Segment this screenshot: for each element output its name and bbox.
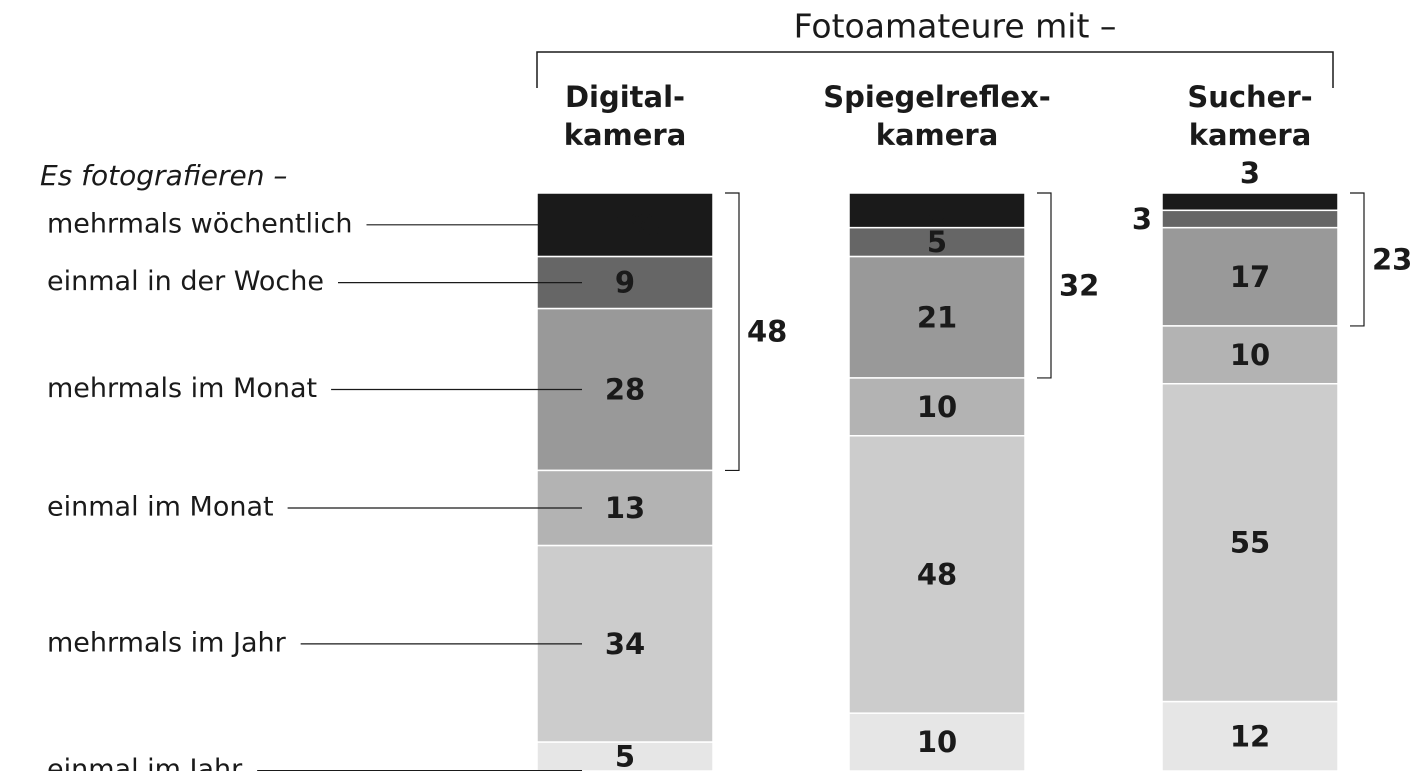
value-label: 5 bbox=[615, 740, 635, 771]
value-label: 3 bbox=[1132, 202, 1152, 236]
value-label: 34 bbox=[605, 627, 645, 661]
value-label: 3 bbox=[1240, 156, 1260, 190]
bracket-total: 23 bbox=[1372, 242, 1412, 276]
legend-label: einmal im Monat bbox=[47, 492, 274, 523]
bracket bbox=[1350, 192, 1365, 327]
legend-label: mehrmals wöchentlich bbox=[47, 208, 352, 239]
legend-label: mehrmals im Monat bbox=[47, 373, 317, 404]
bracket-total: 48 bbox=[747, 315, 787, 349]
bracket-total: 32 bbox=[1059, 268, 1099, 302]
bar-segment bbox=[848, 226, 1026, 258]
value-label: 21 bbox=[917, 300, 957, 334]
chart-title: Fotoamateure mit – bbox=[794, 7, 1117, 46]
value-label: 13 bbox=[605, 491, 645, 525]
value-label: 28 bbox=[605, 373, 645, 407]
value-label: 10 bbox=[917, 390, 957, 424]
group-bracket bbox=[536, 51, 1334, 88]
bracket bbox=[725, 192, 740, 472]
bar-segment bbox=[1161, 382, 1339, 703]
bar-segment bbox=[1161, 226, 1339, 327]
value-label: 10 bbox=[1230, 338, 1270, 372]
legend-label: einmal im Jahr bbox=[47, 754, 243, 771]
value-label: 11% bbox=[590, 208, 659, 242]
value-label: 5 bbox=[927, 225, 947, 259]
bar-segment bbox=[1161, 209, 1339, 229]
bar-segment bbox=[848, 255, 1026, 379]
value-label: 9 bbox=[615, 266, 635, 300]
value-label: 48 bbox=[917, 557, 957, 591]
category-label: Spiegelreflex- kamera bbox=[823, 80, 1051, 152]
value-label: 55 bbox=[1230, 526, 1270, 560]
bar-segment bbox=[848, 712, 1026, 771]
axis-label: Es fotografieren – bbox=[40, 159, 287, 192]
bar-segment bbox=[848, 435, 1026, 714]
bracket bbox=[1037, 192, 1052, 379]
value-label: 17 bbox=[1230, 260, 1270, 294]
value-label: 6 bbox=[927, 193, 947, 227]
legend-label: einmal in der Woche bbox=[47, 266, 324, 297]
value-label: 10 bbox=[917, 725, 957, 759]
bar-segment bbox=[848, 377, 1026, 437]
category-label: Sucher- kamera bbox=[1187, 80, 1313, 152]
bar-segment bbox=[1161, 192, 1339, 212]
category-label: Digital- kamera bbox=[563, 80, 687, 152]
legend-label: mehrmals im Jahr bbox=[47, 627, 287, 658]
bar-segment bbox=[536, 741, 714, 771]
bar-segment bbox=[1161, 700, 1339, 771]
value-label: 12 bbox=[1230, 719, 1270, 753]
